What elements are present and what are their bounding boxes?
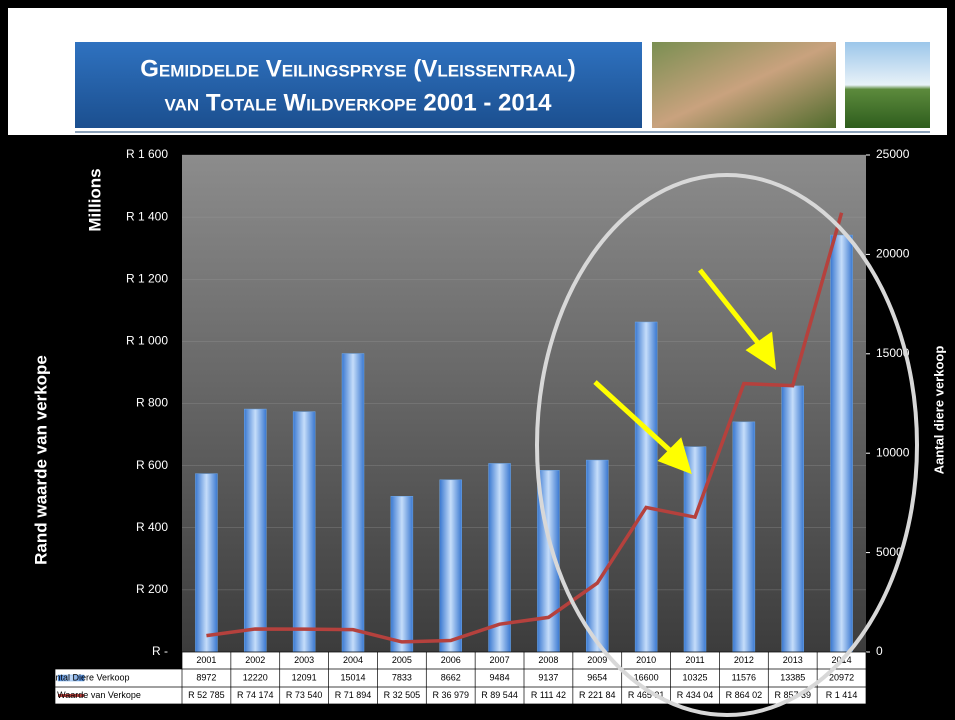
title-line: Gemiddelde Veilingspryse (Vleissentraal) xyxy=(140,55,575,82)
legend-label: Aantal Diere Verkoop xyxy=(44,672,129,682)
image-field xyxy=(845,42,930,128)
y2-tick-label: 0 xyxy=(876,644,883,658)
y2-tick-label: 25000 xyxy=(876,147,910,161)
table-cell: 16600 xyxy=(634,672,659,682)
y-tick-label: R 800 xyxy=(136,396,168,410)
x-tick-label: 2002 xyxy=(245,655,265,665)
table-cell: R 36 979 xyxy=(432,690,469,700)
y-axis-title: Rand waarde van verkope xyxy=(31,355,50,565)
x-tick-label: 2012 xyxy=(734,655,754,665)
y2-tick-label: 20000 xyxy=(876,247,910,261)
x-tick-label: 2001 xyxy=(196,655,216,665)
highlight-ellipse xyxy=(535,173,919,717)
table-cell: R 111 42 xyxy=(531,690,566,700)
table-cell: R 89 544 xyxy=(481,690,518,700)
x-tick-label: 2011 xyxy=(685,655,704,665)
x-tick-label: 2007 xyxy=(490,655,510,665)
table-cell: R 1 414 xyxy=(826,690,858,700)
y2-tick-label: 15000 xyxy=(876,346,910,360)
arrow-head xyxy=(657,437,692,475)
bar xyxy=(634,321,658,653)
bar xyxy=(244,408,267,653)
table-cell: R 73 540 xyxy=(286,690,323,700)
x-tick-label: 2006 xyxy=(441,655,461,665)
y-unit-label: Millions xyxy=(85,168,104,231)
y2-axis-title: Aantal diere verkoop xyxy=(931,346,946,475)
y-tick-label: R 1 400 xyxy=(126,209,168,223)
bar xyxy=(781,385,804,653)
arrow-head xyxy=(745,331,777,370)
bar xyxy=(586,459,609,653)
y-tick-label: R 1 200 xyxy=(126,271,168,285)
table-cell: 9137 xyxy=(538,672,558,682)
table-cell: R 74 174 xyxy=(237,690,274,700)
table-cell: R 465 31 xyxy=(628,690,665,700)
legend-swatch xyxy=(57,674,85,682)
y2-tick-label: 10000 xyxy=(876,445,910,459)
table-cell: 10325 xyxy=(682,672,707,682)
table-cell: 8972 xyxy=(196,672,216,682)
chart: R - R 200 R 400 R 600 R 800 R 1 000 R 1 200 R 1… xyxy=(33,147,910,705)
table-cell: 20972 xyxy=(829,672,854,682)
x-tick-label: 2010 xyxy=(636,655,656,665)
table-cell: R 52 785 xyxy=(188,690,225,700)
legend-label: Bruto Waarde van Verkope xyxy=(33,690,141,700)
table-cell: R 221 84 xyxy=(579,690,616,700)
arrow xyxy=(593,380,677,457)
table-cell: R 864 02 xyxy=(726,690,763,700)
x-tick-label: 2008 xyxy=(538,655,558,665)
table-cell: 12091 xyxy=(292,672,317,682)
x-tick-label: 2004 xyxy=(343,655,363,665)
y2-tick-label: 5000 xyxy=(876,545,903,559)
x-tick-label: 2005 xyxy=(392,655,412,665)
y-tick-label: R 400 xyxy=(136,520,168,534)
table-cell: 15014 xyxy=(340,672,365,682)
table-cell: R 71 894 xyxy=(335,690,372,700)
title-box xyxy=(75,42,642,128)
y-tick-label: R 600 xyxy=(136,458,168,472)
title-line: van Totale Wildverkope 2001 - 2014 xyxy=(165,89,553,116)
y-tick-label: R 200 xyxy=(136,582,168,596)
x-tick-label: 2003 xyxy=(294,655,314,665)
table-cell: R 434 04 xyxy=(677,690,714,700)
table-cell: 8662 xyxy=(441,672,461,682)
bar xyxy=(292,411,316,653)
table-cell: 7833 xyxy=(392,672,412,682)
table-cell: 9654 xyxy=(587,672,607,682)
y-tick-label: R 1 600 xyxy=(126,147,168,161)
table-cell: R 32 505 xyxy=(384,690,421,700)
bar xyxy=(732,421,756,653)
table-cell: 9484 xyxy=(490,672,510,682)
y-tick-label: R - xyxy=(152,644,168,658)
bar xyxy=(830,234,853,653)
x-tick-label: 2009 xyxy=(587,655,607,665)
arrow xyxy=(698,268,764,350)
bar xyxy=(439,479,462,653)
bar xyxy=(390,496,414,653)
table-cell: R 857 39 xyxy=(774,690,811,700)
y-tick-label: R 1 000 xyxy=(126,334,168,348)
arrows xyxy=(593,268,777,475)
bar xyxy=(341,353,365,653)
table-cell: 13385 xyxy=(780,672,805,682)
bar xyxy=(195,473,218,653)
image-hands xyxy=(652,42,836,128)
line xyxy=(206,212,844,644)
bar xyxy=(683,446,707,653)
x-tick-label: 2013 xyxy=(783,655,803,665)
table-cell: 11576 xyxy=(732,672,756,682)
table-cell: 12220 xyxy=(243,672,268,682)
